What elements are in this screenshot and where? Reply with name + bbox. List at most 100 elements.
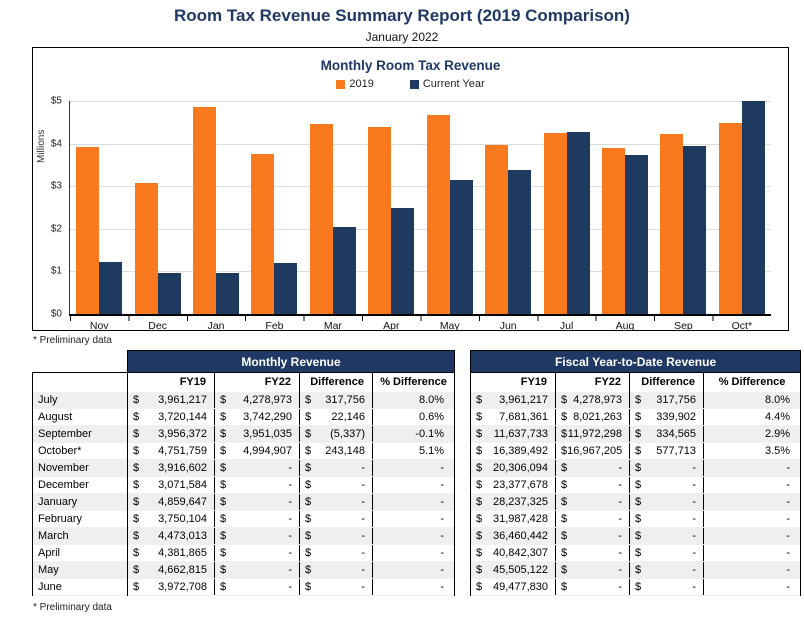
ytd-fy22-cell-value: $ - — [557, 513, 630, 525]
ytd-fy22-cell-amount: - — [618, 513, 623, 525]
monthly-difference-cell: $ - — [299, 578, 373, 596]
monthly-pct-difference-cell: - — [371, 578, 456, 596]
chart-plot-area: $5 $4 $3 $2 $1 $0 Nov Dec Jan Feb Mar Apr May Jun Jul… — [51, 96, 771, 332]
report-date: January 2022 — [365, 30, 439, 44]
ytd-difference-cell-amount: - — [692, 564, 697, 576]
month-cell: July — [32, 391, 128, 409]
ytd-difference-cell-amount: 317,756 — [656, 393, 697, 406]
monthly-difference-cell-amount: - — [361, 496, 365, 508]
ytd-difference-cell: $ - — [629, 510, 704, 528]
ytd-revenue-header: Fiscal Year-to-Date Revenue — [470, 350, 802, 373]
monthly-difference-cell-currency: $ — [305, 445, 312, 457]
x-tick-label: Apr — [383, 320, 400, 332]
table-row: June $3,972,708 $ - $ - - $49,477,830 $ - $ - - — [32, 578, 802, 596]
ytd-fy19-cell-value: $11,637,733 — [472, 428, 556, 440]
ytd-difference-cell-value: $317,756 — [631, 393, 704, 406]
monthly-difference-cell-currency: $ — [305, 428, 312, 440]
monthly-difference-cell-value: $ - — [301, 496, 373, 508]
monthly-fy19-cell-amount: 3,956,372 — [158, 428, 207, 440]
ytd-fy19-cell-amount: 28,237,325 — [492, 496, 549, 508]
ytd-difference-cell-value: $334,565 — [631, 428, 704, 440]
bar-currentyear-nov — [99, 262, 123, 314]
ytd-fy22-cell-value: $16,967,205 — [557, 445, 630, 457]
monthly-fy19-cell: $3,750,104 — [127, 510, 215, 528]
monthly-difference-header: Difference — [299, 372, 373, 392]
ytd-difference-cell: $577,713 — [629, 442, 704, 460]
ytd-fy19-cell-currency: $ — [476, 479, 483, 491]
monthly-difference-cell-value: $317,756 — [301, 394, 373, 406]
ytd-fy19-cell-amount: 49,477,830 — [492, 581, 549, 593]
ytd-fy22-cell-value: $ - — [557, 530, 630, 542]
monthly-fy22-cell-value: $ - — [216, 496, 300, 508]
monthly-difference-cell-amount: - — [361, 513, 365, 525]
ytd-fy19-cell-amount: 7,681,361 — [499, 411, 549, 423]
monthly-fy22-cell-value: $ - — [216, 513, 300, 525]
bar-2019-may — [426, 115, 450, 314]
bar-2019-oct — [718, 123, 742, 314]
bar-group — [304, 101, 362, 314]
bar-group — [421, 101, 479, 314]
bar-group — [479, 101, 537, 314]
monthly-pct-difference-cell: - — [371, 510, 456, 528]
ytd-difference-cell: $ - — [629, 578, 704, 596]
ytd-fy19-cell: $23,377,678 — [470, 476, 556, 494]
monthly-difference-cell-amount: - — [361, 581, 365, 593]
monthly-fy19-cell-currency: $ — [133, 564, 140, 576]
bar-2019-feb — [251, 154, 275, 314]
ytd-difference-cell: $ - — [629, 544, 704, 562]
monthly-difference-cell: $ - — [299, 561, 373, 579]
monthly-fy22-cell-value: $ - — [216, 530, 300, 542]
monthly-fy19-cell-value: $3,720,144 — [129, 411, 215, 423]
monthly-difference-cell: $22,146 — [299, 408, 373, 426]
monthly-difference-cell-amount: 243,148 — [325, 445, 365, 457]
monthly-fy19-cell-currency: $ — [133, 445, 140, 457]
monthly-pct-difference-cell: 8.0% — [371, 391, 456, 409]
monthly-fy22-cell-amount: 4,278,973 — [243, 393, 292, 406]
y-tick-label: $0 — [50, 308, 62, 320]
ytd-difference-cell-currency: $ — [635, 428, 642, 440]
ytd-difference-cell-amount: 577,713 — [656, 445, 697, 457]
ytd-fy22-cell: $11,972,298 — [555, 425, 630, 443]
monthly-fy22-cell: $ - — [214, 578, 300, 596]
monthly-fy19-cell-currency: $ — [133, 462, 140, 474]
gridline — [70, 228, 771, 230]
monthly-fy22-cell-value: $3,742,290 — [216, 411, 300, 423]
ytd-fy22-cell-currency: $ — [561, 445, 568, 457]
ytd-pct-difference-cell: 2.9% — [703, 425, 802, 443]
ytd-fy22-cell-currency: $ — [561, 428, 568, 440]
monthly-fy19-cell-amount: 4,473,013 — [158, 530, 207, 542]
month-cell: January — [32, 493, 128, 511]
ytd-fy19-cell-currency: $ — [476, 513, 483, 525]
ytd-fy19-cell: $7,681,361 — [470, 408, 556, 426]
bar-2019-sep — [660, 133, 684, 314]
ytd-fy19-cell-amount: 40,842,307 — [492, 547, 549, 559]
legend-label: 2019 — [349, 78, 374, 90]
monthly-difference-cell-amount: - — [361, 530, 365, 542]
monthly-difference-cell-currency: $ — [305, 564, 312, 576]
monthly-difference-cell-amount: (5,337) — [330, 428, 365, 440]
monthly-fy19-cell: $4,662,815 — [127, 561, 215, 579]
ytd-fy22-cell-currency: $ — [561, 393, 568, 406]
ytd-difference-cell: $ - — [629, 527, 704, 545]
monthly-fy22-cell-value: $4,278,973 — [216, 393, 300, 406]
bar-currentyear-may — [449, 179, 473, 314]
ytd-fy22-cell-currency: $ — [561, 564, 568, 576]
ytd-fy22-cell-currency: $ — [561, 547, 568, 559]
spacer-cell — [454, 510, 471, 528]
monthly-fy22-cell-amount: - — [288, 496, 292, 508]
ytd-fy19-cell-value: $40,842,307 — [472, 547, 556, 559]
monthly-difference-cell-value: $ - — [301, 462, 373, 474]
monthly-pct-difference-cell: 5.1% — [371, 442, 456, 460]
monthly-fy22-cell-currency: $ — [220, 496, 227, 508]
ytd-fy19-cell-value: $16,389,492 — [472, 445, 556, 457]
ytd-difference-cell-currency: $ — [635, 496, 642, 508]
ytd-fy19-cell-currency: $ — [476, 393, 483, 406]
monthly-fy22-cell-currency: $ — [220, 445, 227, 457]
bar-2019-apr — [368, 127, 392, 314]
ytd-fy22-cell: $ - — [555, 459, 630, 477]
monthly-fy22-cell-value: $ - — [216, 581, 300, 593]
y-axis-labels: $5 $4 $3 $2 $1 $0 — [39, 96, 66, 320]
monthly-pct-difference-cell: - — [371, 561, 456, 579]
gridline — [70, 186, 771, 188]
ytd-fy19-cell-value: $20,306,094 — [472, 462, 556, 474]
